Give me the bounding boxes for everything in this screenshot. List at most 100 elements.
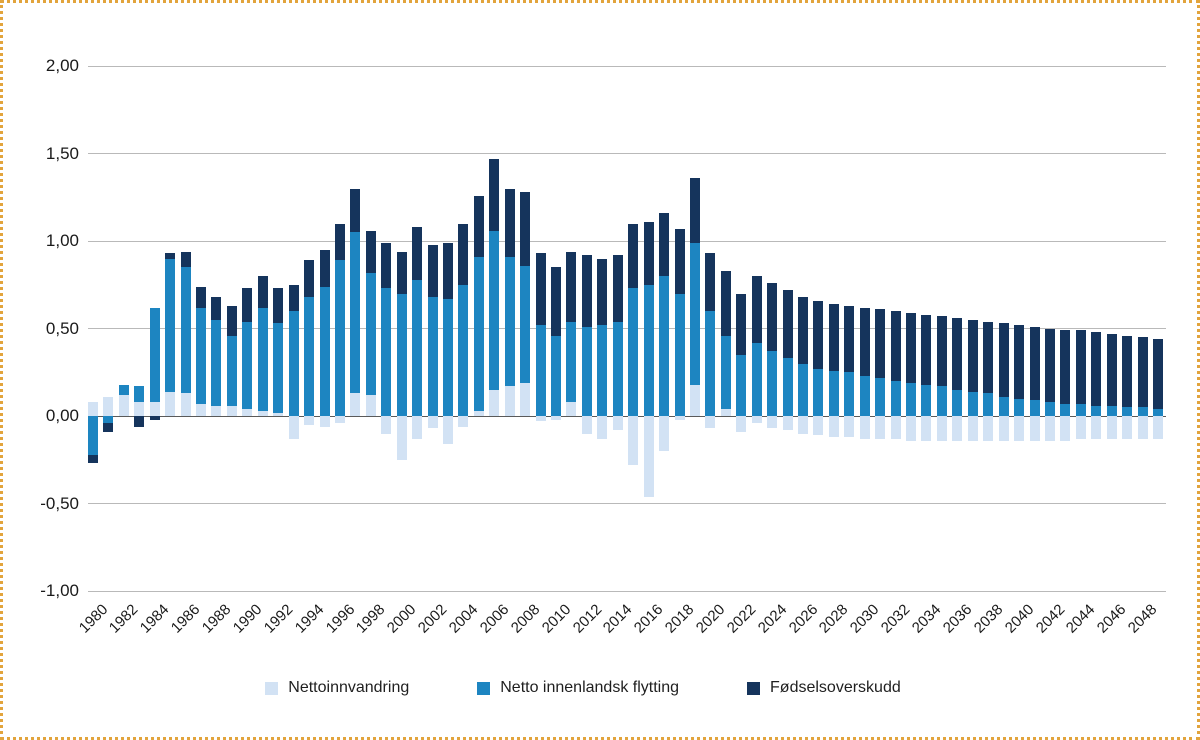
x-axis-label: 2032 — [877, 601, 914, 637]
x-axis-label: 2010 — [538, 601, 575, 637]
bar-segment-2046 — [1106, 416, 1117, 439]
bar-segment-2005 — [473, 410, 484, 416]
bar-segment-2028 — [828, 416, 839, 437]
bar-segment-1995 — [319, 249, 330, 287]
bar-segment-2025 — [782, 290, 793, 359]
bar-segment-1983 — [134, 416, 145, 427]
bar-segment-2039 — [998, 416, 1009, 441]
bar-segment-2026 — [798, 416, 808, 434]
bar-segment-2014 — [612, 416, 623, 430]
bar-segment-1989 — [226, 335, 237, 406]
x-axis-label: 2008 — [507, 601, 544, 637]
bar-segment-2040 — [1014, 398, 1025, 416]
bar-segment-2003 — [443, 416, 453, 444]
bar-segment-1981 — [103, 423, 114, 432]
bar-segment-2013 — [597, 258, 608, 325]
gridline — [88, 590, 1166, 592]
bar-segment-1990 — [242, 321, 253, 409]
x-axis-label: 2026 — [785, 601, 822, 637]
bar-segment-2040 — [1014, 325, 1025, 399]
y-axis-label: 0,50 — [45, 318, 79, 338]
bar-segment-2000 — [396, 251, 407, 294]
bar-segment-2029 — [844, 416, 855, 437]
bar-segment-2000 — [396, 416, 407, 460]
gridline — [88, 65, 1166, 67]
bar-segment-2019 — [689, 178, 700, 243]
bar-segment-2008 — [520, 382, 531, 416]
bar-segment-2049 — [1153, 409, 1163, 416]
bar-segment-1981 — [103, 416, 114, 423]
bar-segment-2010 — [551, 267, 562, 336]
bar-segment-2007 — [504, 386, 515, 416]
bar-segment-2039 — [998, 323, 1009, 397]
bar-segment-2033 — [906, 312, 917, 383]
bar-segment-2025 — [782, 358, 793, 416]
x-axis-label: 2012 — [569, 601, 605, 637]
bar-segment-2033 — [906, 382, 917, 416]
bar-segment-2025 — [782, 416, 793, 430]
bar-segment-2034 — [921, 314, 932, 385]
bar-segment-1986 — [180, 267, 191, 394]
bar-segment-2012 — [581, 255, 592, 327]
plot-area: 2,00 1,50 1,00 0,50 0,00 -0,50 -1,00 1980 1982 19… — [3, 3, 1197, 737]
bar-segment-2007 — [504, 188, 515, 257]
legend-label-netto-innenlandsk-flytting: Netto innenlandsk flytting — [500, 679, 680, 696]
bar-segment-1989 — [226, 405, 237, 416]
bar-segment-2033 — [906, 416, 917, 441]
bar-segment-2016 — [643, 284, 654, 416]
bar-segment-2024 — [767, 416, 778, 429]
bar-segment-2026 — [798, 363, 808, 416]
x-axis-label: 2030 — [847, 601, 883, 637]
bar-segment-2031 — [875, 416, 886, 439]
bar-segment-2027 — [813, 416, 824, 436]
x-axis-label: 2034 — [908, 601, 945, 637]
gridline — [88, 240, 1166, 242]
bar-segment-2006 — [489, 389, 500, 416]
bar-segment-2042 — [1044, 402, 1055, 416]
x-axis-label: 1980 — [75, 601, 112, 637]
bar-segment-2043 — [1060, 416, 1071, 441]
y-axis-label: -1,00 — [40, 581, 79, 600]
bar-segment-2005 — [473, 256, 484, 411]
bar-segment-1983 — [134, 402, 145, 416]
bar-segment-1988 — [211, 405, 222, 416]
bar-segment-2032 — [890, 416, 901, 439]
bar-segment-1986 — [180, 393, 191, 416]
bar-segment-2049 — [1153, 339, 1163, 409]
bar-segment-2000 — [396, 293, 407, 416]
x-axis-label: 1986 — [167, 601, 204, 637]
bar-segment-2009 — [535, 325, 546, 416]
y-axis-label: 2,00 — [45, 56, 79, 75]
bar-segment-2001 — [412, 279, 423, 416]
bar-segment-2011 — [566, 402, 577, 416]
bar-segment-2003 — [443, 242, 453, 299]
bar-segment-2012 — [581, 326, 592, 416]
bar-segment-2015 — [628, 288, 639, 416]
bar-segment-2010 — [551, 416, 562, 420]
bar-segment-1985 — [165, 391, 176, 416]
bar-segment-2045 — [1091, 405, 1102, 416]
bar-segment-2049 — [1153, 416, 1163, 439]
bar-segment-2035 — [936, 416, 947, 441]
bar-segment-2043 — [1060, 330, 1071, 404]
legend-label-fodselsoverskudd: Fødselsoverskudd — [770, 679, 901, 696]
bar-segment-2008 — [520, 192, 531, 266]
bar-segment-2030 — [859, 416, 870, 439]
bar-segment-2016 — [643, 416, 654, 497]
legend-swatch-netto-innenlandsk-flytting — [477, 681, 491, 695]
bar-segment-2042 — [1044, 416, 1055, 441]
bar-segment-2009 — [535, 416, 546, 422]
x-axis-label: 1988 — [198, 601, 235, 637]
bar-segment-1993 — [288, 416, 299, 439]
bar-segment-1990 — [242, 288, 253, 322]
bar-segment-2030 — [859, 307, 870, 376]
bar-segment-2010 — [551, 335, 562, 416]
x-axis-label: 1992 — [260, 601, 297, 637]
bar-segment-2042 — [1044, 328, 1055, 402]
bar-segment-2026 — [798, 297, 808, 364]
legend-item-netto-innenlandsk-flytting: Netto innenlandsk flytting — [477, 679, 679, 697]
bar-segment-2028 — [828, 370, 839, 416]
bar-segment-1996 — [334, 223, 345, 261]
bar-segment-2036 — [952, 416, 963, 441]
bar-segment-1991 — [257, 307, 268, 411]
